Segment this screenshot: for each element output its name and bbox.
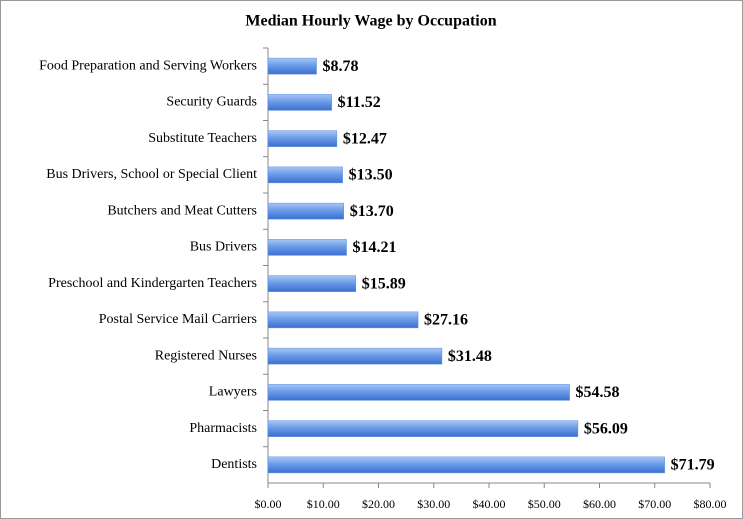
value-label: $14.21 bbox=[353, 239, 397, 256]
y-tick-label: Bus Drivers, School or Special Client bbox=[46, 167, 257, 182]
bar bbox=[267, 94, 332, 111]
y-tick-label: Food Preparation and Serving Workers bbox=[39, 58, 257, 73]
y-tick-label: Security Guards bbox=[166, 95, 257, 110]
value-label: $27.16 bbox=[424, 312, 468, 329]
value-label: $13.50 bbox=[349, 167, 393, 184]
x-tick-label: $60.00 bbox=[583, 497, 616, 511]
y-tick-label: Pharmacists bbox=[189, 421, 257, 436]
bar bbox=[267, 275, 357, 292]
bar bbox=[267, 130, 338, 147]
x-tick-label: $50.00 bbox=[528, 497, 561, 511]
value-label: $54.58 bbox=[576, 384, 620, 401]
bar bbox=[267, 420, 579, 437]
value-label: $56.09 bbox=[584, 420, 628, 437]
bar bbox=[267, 456, 665, 474]
y-tick-label: Preschool and Kindergarten Teachers bbox=[48, 276, 257, 291]
value-label: $12.47 bbox=[343, 130, 387, 147]
value-label: $11.52 bbox=[338, 94, 381, 111]
value-label: $71.79 bbox=[671, 457, 715, 474]
bar bbox=[267, 384, 570, 401]
bar bbox=[267, 239, 347, 256]
x-tick-label: $20.00 bbox=[362, 497, 395, 511]
x-tick-label: $10.00 bbox=[307, 497, 340, 511]
bar bbox=[267, 347, 443, 365]
y-tick-label: Dentists bbox=[211, 457, 257, 472]
y-tick-label: Postal Service Mail Carriers bbox=[99, 312, 257, 327]
y-tick-label: Lawyers bbox=[209, 385, 257, 400]
bar bbox=[267, 166, 343, 184]
y-tick-label: Bus Drivers bbox=[190, 240, 257, 255]
value-label: $31.48 bbox=[448, 348, 492, 365]
bar bbox=[267, 57, 317, 75]
value-label: $13.70 bbox=[350, 203, 394, 220]
bar bbox=[267, 202, 344, 220]
x-tick-label: $70.00 bbox=[638, 497, 671, 511]
x-tick-label: $40.00 bbox=[473, 497, 506, 511]
x-tick-label: $0.00 bbox=[255, 497, 282, 511]
y-tick-label: Substitute Teachers bbox=[148, 131, 257, 146]
value-label: $8.78 bbox=[323, 58, 359, 75]
x-tick-label: $80.00 bbox=[694, 497, 727, 511]
y-tick-label: Registered Nurses bbox=[155, 348, 257, 363]
bar bbox=[267, 311, 419, 329]
chart-title: Median Hourly Wage by Occupation bbox=[245, 13, 496, 30]
value-label: $15.89 bbox=[362, 275, 406, 292]
x-tick-label: $30.00 bbox=[417, 497, 450, 511]
y-tick-label: Butchers and Meat Cutters bbox=[107, 203, 257, 218]
